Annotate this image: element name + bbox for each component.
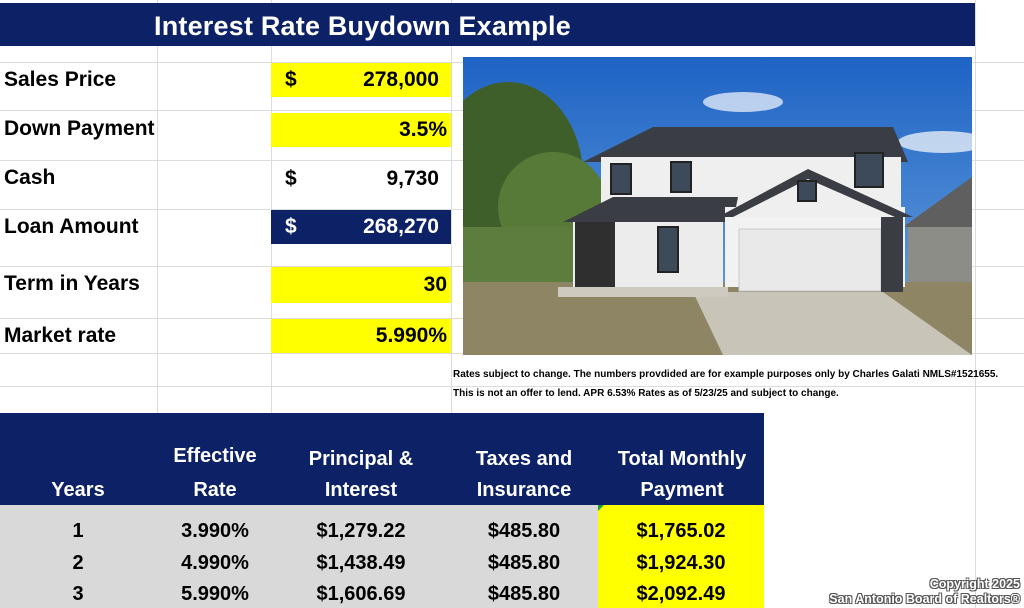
sales-price-value: 278,000 bbox=[363, 68, 439, 91]
row-years: 3 bbox=[72, 583, 84, 605]
header-rate-line1: Effective bbox=[173, 445, 257, 467]
title-bar: Interest Rate Buydown Example bbox=[0, 3, 975, 46]
cell-note-marker bbox=[598, 505, 604, 511]
header-years: Years bbox=[51, 479, 105, 501]
house-photo bbox=[463, 57, 972, 355]
page-title: Interest Rate Buydown Example bbox=[154, 11, 571, 41]
row-rate: 4.990% bbox=[181, 552, 249, 574]
copyright-watermark-line1: Copyright 2025 bbox=[929, 577, 1020, 591]
header-rate-line2: Rate bbox=[193, 479, 237, 501]
disclaimer-line-1: Rates subject to change. The numbers pro… bbox=[453, 369, 999, 380]
row-pi: $1,279.22 bbox=[316, 520, 406, 542]
currency-symbol: $ bbox=[285, 167, 297, 190]
header-total-line2: Payment bbox=[640, 479, 724, 501]
row-total: $1,924.30 bbox=[636, 552, 726, 574]
header-total-line1: Total Monthly bbox=[617, 448, 747, 470]
row-years: 2 bbox=[72, 552, 84, 574]
term-label: Term in Years bbox=[4, 272, 140, 295]
down-payment-value: 3.5% bbox=[399, 118, 447, 141]
currency-symbol: $ bbox=[285, 68, 297, 91]
row-ti: $485.80 bbox=[487, 520, 561, 542]
row-pi: $1,606.69 bbox=[316, 583, 406, 605]
loan-amount-value: 268,270 bbox=[363, 215, 439, 238]
total-payment-column bbox=[598, 505, 764, 608]
cash-cell: $ 9,730 bbox=[271, 162, 451, 196]
term-cell: 30 bbox=[271, 267, 451, 303]
term-value: 30 bbox=[423, 273, 447, 296]
row-ti: $485.80 bbox=[487, 552, 561, 574]
market-rate-value: 5.990% bbox=[375, 324, 447, 347]
row-total: $2,092.49 bbox=[636, 583, 726, 605]
market-rate-label: Market rate bbox=[4, 324, 117, 347]
header-ti-line1: Taxes and bbox=[475, 448, 573, 470]
sales-price-label: Sales Price bbox=[4, 68, 117, 91]
cash-value: 9,730 bbox=[386, 167, 439, 190]
header-pi-line1: Principal & bbox=[308, 448, 414, 470]
payment-table-header: Years Effective Rate Principal & Interes… bbox=[0, 413, 764, 505]
row-total: $1,765.02 bbox=[636, 520, 726, 542]
sales-price-cell: $ 278,000 bbox=[271, 63, 451, 97]
header-ti-line2: Insurance bbox=[476, 479, 572, 501]
copyright-watermark-line2: San Antonio Board of Realtors® bbox=[829, 592, 1020, 606]
cash-label: Cash bbox=[4, 166, 56, 189]
loan-amount-label: Loan Amount bbox=[4, 215, 139, 238]
row-rate: 3.990% bbox=[181, 520, 249, 542]
down-payment-cell: 3.5% bbox=[271, 113, 451, 147]
row-years: 1 bbox=[72, 520, 84, 542]
currency-symbol: $ bbox=[285, 215, 297, 238]
loan-amount-cell: $ 268,270 bbox=[271, 210, 451, 244]
row-ti: $485.80 bbox=[487, 583, 561, 605]
market-rate-cell: 5.990% bbox=[271, 319, 451, 353]
row-rate: 5.990% bbox=[181, 583, 249, 605]
row-pi: $1,438.49 bbox=[316, 552, 406, 574]
down-payment-label: Down Payment bbox=[4, 117, 155, 140]
disclaimer-line-2: This is not an offer to lend. APR 6.53% … bbox=[453, 388, 839, 399]
header-pi-line2: Interest bbox=[324, 479, 398, 501]
